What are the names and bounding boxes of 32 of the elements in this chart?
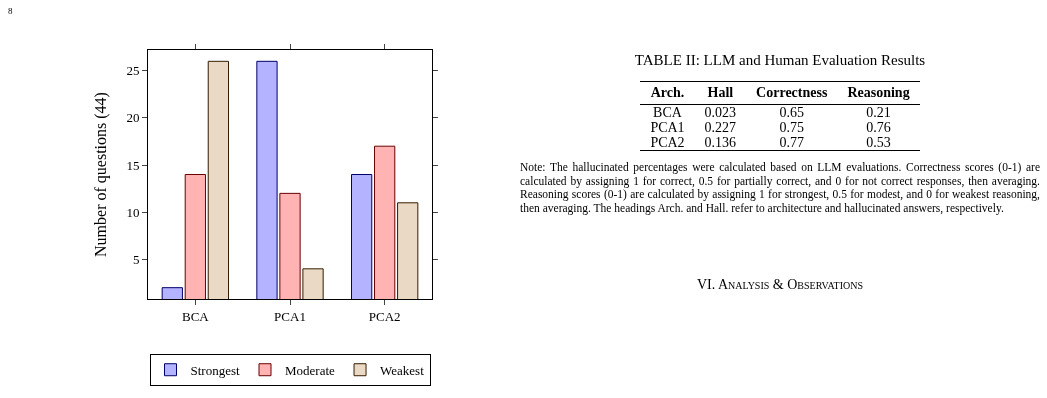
y-axis-title: Number of questions (44) <box>92 92 110 257</box>
y-tick-label: 5 <box>132 251 140 267</box>
text: 0.77 <box>778 135 805 151</box>
text: 0.21 <box>865 104 892 120</box>
text: 0.53 <box>865 135 892 151</box>
x-tick-label: BCA <box>181 308 210 324</box>
x-tick-label: PCA2 <box>368 308 401 324</box>
text: VI. Analysis & Observations <box>695 277 864 293</box>
text: Reasoning <box>846 84 911 102</box>
y-tick-label: 15 <box>126 157 140 173</box>
legend-label: Weakest <box>380 362 425 378</box>
text: 0.023 <box>703 104 738 120</box>
text: 0.65 <box>778 104 805 120</box>
text: 0.136 <box>703 135 738 151</box>
y-tick-label: 10 <box>126 204 140 220</box>
text: 0.76 <box>865 120 892 135</box>
legend-label: Moderate <box>285 362 336 378</box>
text: 0.75 <box>778 120 805 135</box>
text: BCA <box>652 104 683 120</box>
y-tick-label: 25 <box>126 63 140 79</box>
text: Note: The hallucinated percentages were calculated based on LLM evaluations. Correctness scores (0-1) are calculated by assigning 1 for correct, 0.5 for partially correct, and 0 for not correct responses, then averaging. Reasoning scores (0-1) are calculated by assigning 1 for strongest, 0.5 for modest, and 0 for weakest reasoning, then averaging. The headings Arch. and Hall. refer to architecture and hallucinated answers, respectively. <box>520 161 1040 215</box>
legend-label: Strongest <box>190 362 240 378</box>
text: Arch. <box>649 84 686 102</box>
x-tick-label: PCA1 <box>274 308 306 324</box>
text: Correctness <box>755 84 829 102</box>
text: Hall <box>706 84 735 102</box>
text: TABLE II: LLM and Human Evaluation Results <box>633 52 927 69</box>
text: PCA1 <box>649 120 686 135</box>
text: PCA2 <box>649 135 686 151</box>
text: 8 <box>8 6 13 16</box>
y-tick-label: 20 <box>126 110 140 126</box>
text: 0.227 <box>703 120 738 135</box>
